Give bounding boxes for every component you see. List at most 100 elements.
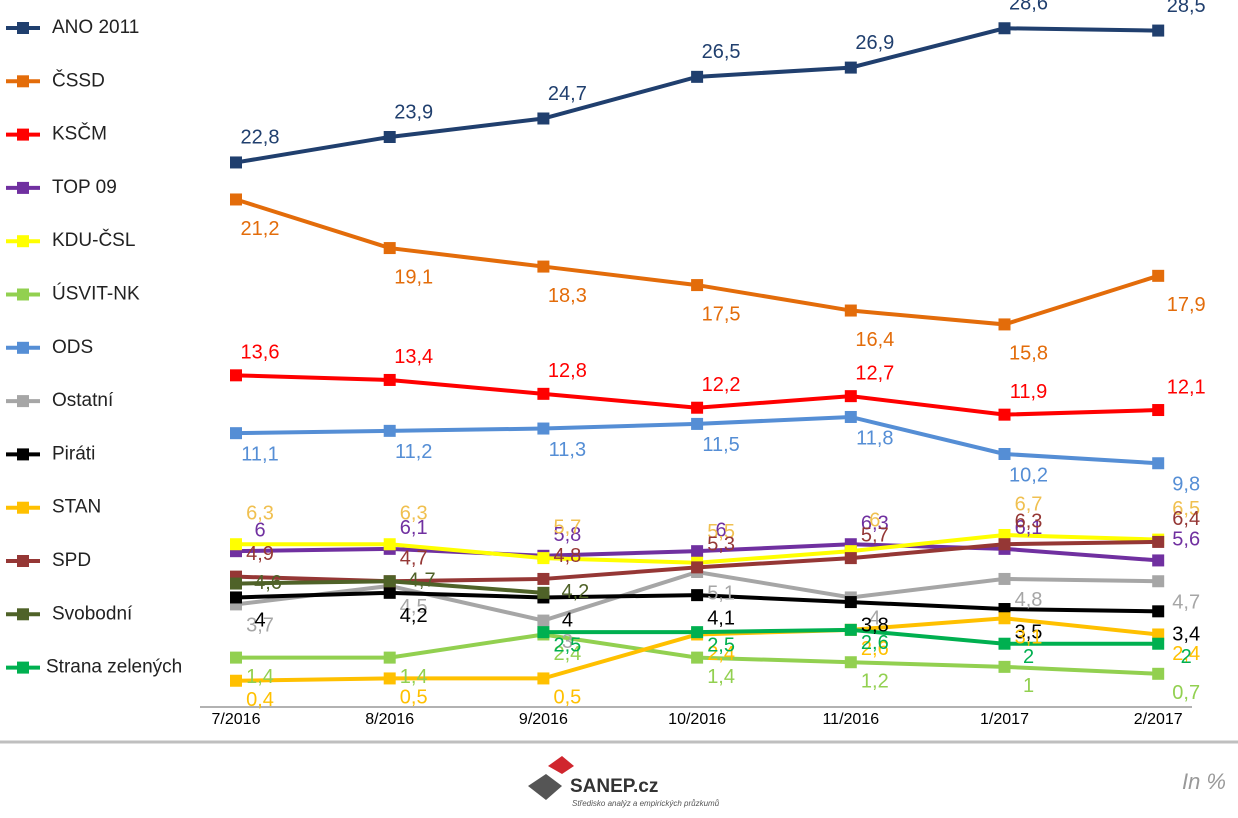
point — [1152, 404, 1165, 417]
data-label: 4,8 — [1015, 589, 1043, 611]
point — [998, 603, 1011, 616]
data-label: 11,5 — [702, 434, 739, 456]
data-label: 2,4 — [1172, 643, 1200, 665]
point — [1152, 554, 1165, 567]
labels: 22,823,924,726,5 26,928,6 28,521,219,118,3… — [241, 0, 1206, 711]
data-label: 1,4 — [707, 666, 735, 688]
data-label: 6,5 — [1172, 498, 1200, 520]
point — [537, 112, 550, 125]
point — [1152, 605, 1165, 618]
data-label: 5,7 — [553, 516, 581, 538]
data-label: 6,4 — [1172, 508, 1200, 530]
data-label: 11,3 — [549, 439, 586, 461]
point — [998, 538, 1011, 551]
legend-marker — [17, 555, 29, 567]
x-tick-label: 10/2016 — [668, 711, 726, 728]
x-tick-label: 8/2016 — [365, 711, 414, 728]
data-label: 6,3 — [861, 513, 889, 535]
logo: SANEP.cz Středisko analýz a empirických … — [528, 756, 720, 808]
data-label: 5,3 — [707, 534, 735, 556]
point — [230, 193, 242, 206]
logo-text: SANEP.cz — [570, 776, 658, 797]
legend-label: Ostatní — [52, 390, 114, 411]
data-label: 11,1 — [241, 443, 278, 465]
point — [383, 586, 396, 599]
data-label: 23,9 — [394, 101, 433, 123]
data-label: 3,8 — [861, 614, 889, 636]
point — [691, 417, 704, 430]
point — [1152, 628, 1165, 641]
data-label: 3 — [562, 631, 573, 653]
point — [691, 626, 704, 639]
point — [230, 674, 242, 687]
legend-label: ÚSVIT-NK — [52, 283, 140, 305]
point — [537, 387, 550, 400]
point — [383, 131, 396, 144]
data-label: 6,7 — [1015, 493, 1043, 515]
data-label: 4,7 — [400, 548, 428, 570]
x-tick-label: 1/2017 — [980, 711, 1029, 728]
data-label: 5,8 — [553, 524, 581, 546]
data-label: 24,7 — [548, 83, 587, 105]
data-label: 13,6 — [241, 342, 280, 364]
point — [844, 304, 857, 317]
legend-label: TOP 09 — [52, 177, 117, 198]
point — [383, 424, 396, 437]
x-tick-label: 2/2017 — [1134, 711, 1183, 728]
point — [844, 656, 857, 669]
legend-marker — [17, 501, 29, 514]
legend-label: ODS — [52, 337, 93, 358]
point — [1152, 457, 1165, 470]
lines — [230, 22, 1165, 687]
data-label: 2,5 — [553, 634, 581, 656]
point — [383, 575, 396, 588]
data-label: 4,5 — [400, 596, 428, 618]
data-label: 11,9 — [1010, 381, 1047, 403]
data-label: 12,1 — [1167, 376, 1206, 398]
data-label: 6,3 — [246, 503, 274, 525]
point — [691, 651, 704, 664]
series-line — [235, 197, 1159, 327]
data-label: 4,2 — [400, 605, 428, 627]
legend-label: Strana zelených — [46, 657, 182, 678]
legend-label: Piráti — [52, 443, 95, 464]
data-label: 21,2 — [241, 218, 280, 240]
point — [537, 672, 550, 685]
logo-mark — [548, 756, 574, 774]
point — [230, 369, 242, 382]
data-label: 16,4 — [855, 329, 894, 351]
data-label: 2,6 — [861, 632, 889, 654]
data-label: 4 — [562, 610, 573, 632]
data-label: 5,7 — [861, 524, 889, 546]
data-label: 4,2 — [561, 581, 589, 603]
data-label: 2,6 — [861, 638, 889, 660]
point — [1152, 269, 1165, 282]
data-label: 6 — [716, 519, 727, 541]
data-label: 6,1 — [400, 517, 428, 539]
data-label: 22,8 — [241, 127, 280, 149]
legend-label: SPD — [52, 550, 91, 571]
point — [691, 70, 704, 83]
data-label: 1,4 — [246, 666, 274, 688]
point — [383, 242, 396, 255]
point — [383, 651, 396, 664]
data-label: 19,1 — [394, 266, 433, 288]
data-label: 4,7 — [408, 570, 436, 592]
point — [537, 626, 550, 639]
point — [230, 538, 242, 551]
data-label: 6 — [254, 519, 265, 541]
data-label: 11,2 — [395, 441, 432, 463]
point — [230, 651, 242, 664]
x-tick-label: 7/2016 — [212, 711, 261, 728]
point — [230, 591, 242, 604]
legend-marker — [17, 75, 29, 88]
data-label: 3,7 — [246, 615, 274, 637]
data-label: 9,8 — [1172, 474, 1200, 496]
data-label: 0,5 — [400, 687, 428, 709]
data-label: 4,9 — [246, 543, 274, 565]
legend-marker — [17, 395, 29, 408]
logo-subtitle: Středisko analýz a empirických průzkumů — [572, 799, 720, 808]
point — [844, 410, 857, 423]
point — [691, 545, 704, 558]
